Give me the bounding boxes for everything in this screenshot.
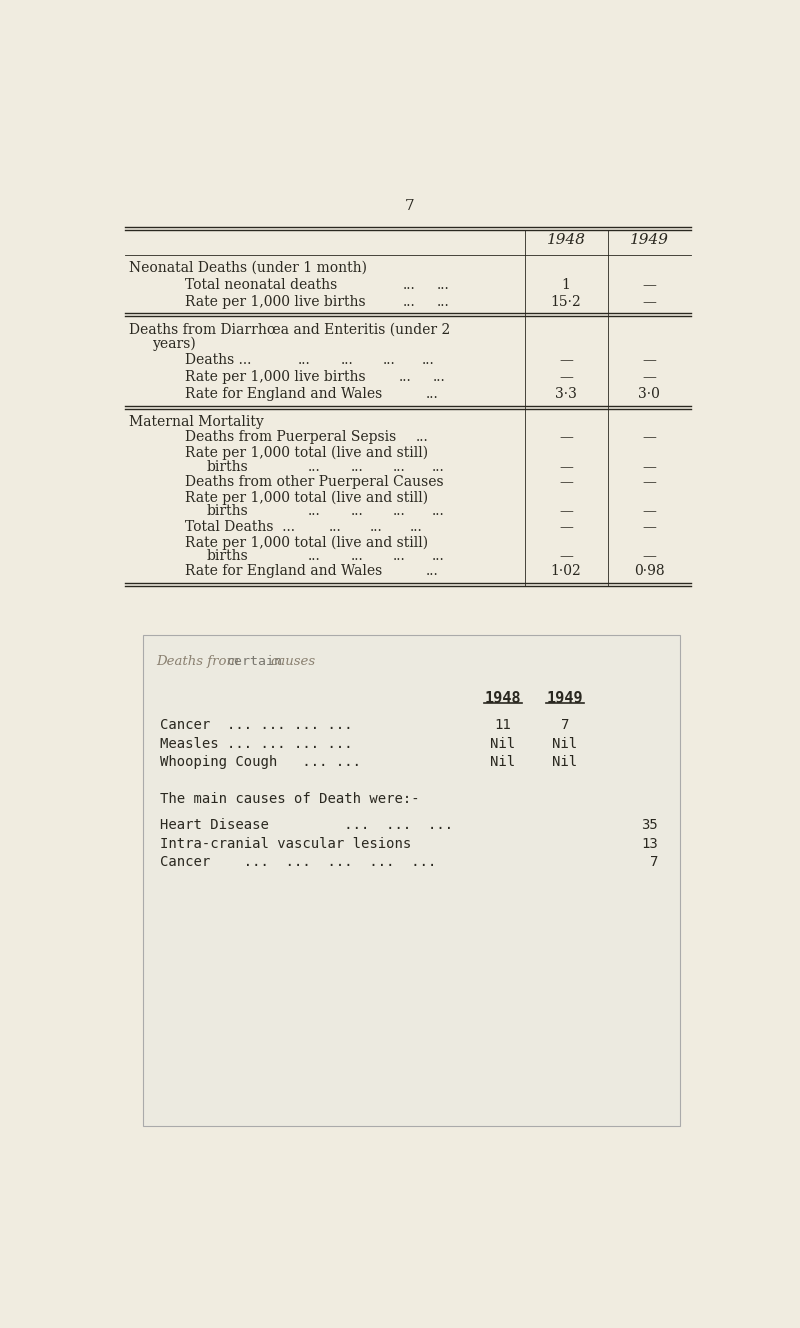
Text: —: — bbox=[559, 519, 573, 534]
Text: 1949: 1949 bbox=[546, 691, 583, 705]
Text: ...: ... bbox=[402, 278, 415, 292]
Text: certain: certain bbox=[226, 655, 282, 668]
Text: —: — bbox=[642, 459, 656, 474]
Text: —: — bbox=[642, 548, 656, 563]
Text: Rate per 1,000 total (live and still): Rate per 1,000 total (live and still) bbox=[186, 535, 428, 550]
Text: 7: 7 bbox=[650, 855, 658, 870]
Text: Rate for England and Wales: Rate for England and Wales bbox=[186, 564, 382, 579]
Text: ...: ... bbox=[298, 353, 310, 368]
Text: ...: ... bbox=[370, 519, 382, 534]
Text: Cancer  ... ... ... ...: Cancer ... ... ... ... bbox=[160, 718, 352, 732]
Text: ...: ... bbox=[432, 548, 445, 563]
Text: —: — bbox=[642, 475, 656, 489]
Text: —: — bbox=[559, 371, 573, 384]
Text: ...: ... bbox=[308, 505, 321, 518]
Text: 1949: 1949 bbox=[630, 234, 669, 247]
Text: —: — bbox=[642, 371, 656, 384]
Text: 35: 35 bbox=[642, 818, 658, 833]
Text: Rate for England and Wales: Rate for England and Wales bbox=[186, 388, 382, 401]
Text: 7: 7 bbox=[561, 718, 569, 732]
Text: ...: ... bbox=[437, 278, 450, 292]
Text: Total Deaths  ...: Total Deaths ... bbox=[186, 519, 295, 534]
Text: Nil: Nil bbox=[490, 737, 515, 750]
Text: Deaths from other Puerperal Causes: Deaths from other Puerperal Causes bbox=[186, 475, 444, 489]
Text: 15·2: 15·2 bbox=[550, 295, 582, 309]
Text: —: — bbox=[642, 505, 656, 518]
Text: Nil: Nil bbox=[490, 756, 515, 769]
Text: Measles ... ... ... ...: Measles ... ... ... ... bbox=[160, 737, 352, 750]
Text: ...: ... bbox=[402, 295, 415, 309]
Text: 11: 11 bbox=[494, 718, 511, 732]
Text: 3·3: 3·3 bbox=[555, 388, 577, 401]
Text: Intra-cranial vascular lesions: Intra-cranial vascular lesions bbox=[160, 837, 411, 851]
Text: 1948: 1948 bbox=[485, 691, 522, 705]
Text: —: — bbox=[559, 353, 573, 368]
Text: Rate per 1,000 live births: Rate per 1,000 live births bbox=[186, 371, 366, 384]
Text: ...: ... bbox=[426, 564, 438, 579]
Text: —: — bbox=[559, 430, 573, 445]
Text: ...: ... bbox=[350, 505, 363, 518]
Text: 1: 1 bbox=[562, 278, 570, 292]
Text: Nil: Nil bbox=[553, 737, 578, 750]
Text: causes: causes bbox=[270, 655, 316, 668]
Text: The main causes of Death were:-: The main causes of Death were:- bbox=[160, 793, 419, 806]
Text: —: — bbox=[642, 278, 656, 292]
Text: —: — bbox=[642, 430, 656, 445]
Text: Deaths from: Deaths from bbox=[157, 655, 240, 668]
Text: ...: ... bbox=[350, 459, 363, 474]
Text: Total neonatal deaths: Total neonatal deaths bbox=[186, 278, 338, 292]
Text: ...: ... bbox=[432, 505, 445, 518]
Text: Nil: Nil bbox=[553, 756, 578, 769]
Text: —: — bbox=[559, 548, 573, 563]
Text: —: — bbox=[642, 519, 656, 534]
FancyBboxPatch shape bbox=[142, 635, 680, 1126]
Text: Neonatal Deaths (under 1 month): Neonatal Deaths (under 1 month) bbox=[130, 262, 367, 275]
Text: 3·0: 3·0 bbox=[638, 388, 660, 401]
Text: ...: ... bbox=[350, 548, 363, 563]
Text: ...: ... bbox=[308, 459, 321, 474]
Text: Heart Disease         ...  ...  ...: Heart Disease ... ... ... bbox=[160, 818, 453, 833]
Text: Deaths ...: Deaths ... bbox=[186, 353, 252, 368]
Text: 1948: 1948 bbox=[546, 234, 586, 247]
Text: Deaths from Puerperal Sepsis: Deaths from Puerperal Sepsis bbox=[186, 430, 397, 445]
Text: ...: ... bbox=[383, 353, 396, 368]
Text: ...: ... bbox=[422, 353, 434, 368]
Text: ...: ... bbox=[393, 548, 406, 563]
Text: —: — bbox=[559, 505, 573, 518]
Text: ...: ... bbox=[434, 371, 446, 384]
Text: ...: ... bbox=[426, 388, 438, 401]
Text: Rate per 1,000 total (live and still): Rate per 1,000 total (live and still) bbox=[186, 490, 428, 505]
Text: ...: ... bbox=[308, 548, 321, 563]
Text: years): years) bbox=[153, 336, 197, 351]
Text: Maternal Mortality: Maternal Mortality bbox=[130, 414, 264, 429]
Text: births: births bbox=[207, 459, 249, 474]
Text: —: — bbox=[642, 295, 656, 309]
Text: —: — bbox=[559, 459, 573, 474]
Text: ...: ... bbox=[329, 519, 342, 534]
Text: —: — bbox=[559, 475, 573, 489]
Text: 13: 13 bbox=[642, 837, 658, 851]
Text: 0·98: 0·98 bbox=[634, 564, 664, 579]
Text: Rate per 1,000 live births: Rate per 1,000 live births bbox=[186, 295, 366, 309]
Text: ...: ... bbox=[393, 505, 406, 518]
Text: Deaths from Diarrhœa and Enteritis (under 2: Deaths from Diarrhœa and Enteritis (unde… bbox=[130, 323, 450, 336]
Text: Whooping Cough   ... ...: Whooping Cough ... ... bbox=[160, 756, 361, 769]
Text: births: births bbox=[207, 548, 249, 563]
Text: ...: ... bbox=[410, 519, 422, 534]
Text: ...: ... bbox=[416, 430, 429, 445]
Text: Cancer    ...  ...  ...  ...  ...: Cancer ... ... ... ... ... bbox=[160, 855, 436, 870]
Text: —: — bbox=[642, 353, 656, 368]
Text: 7: 7 bbox=[405, 199, 415, 214]
Text: births: births bbox=[207, 505, 249, 518]
Text: Rate per 1,000 total (live and still): Rate per 1,000 total (live and still) bbox=[186, 446, 428, 461]
Text: ...: ... bbox=[398, 371, 411, 384]
Text: ...: ... bbox=[340, 353, 353, 368]
Text: ...: ... bbox=[437, 295, 450, 309]
Text: 1·02: 1·02 bbox=[550, 564, 582, 579]
Text: ...: ... bbox=[393, 459, 406, 474]
Text: ...: ... bbox=[432, 459, 445, 474]
